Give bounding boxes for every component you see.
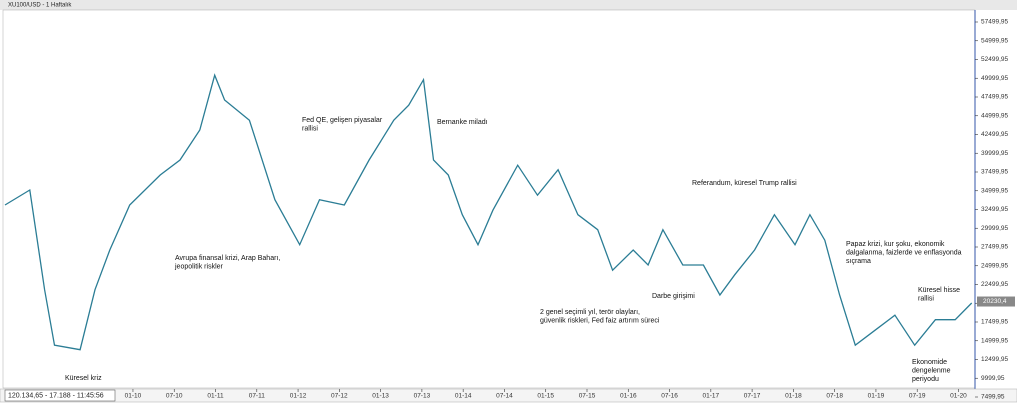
annotation-line: Bernanke miladı: [437, 119, 488, 126]
x-tick-label: 01-12: [290, 393, 307, 400]
y-tick-label: 49999,95: [981, 75, 1008, 82]
annotation: Ekonomide dengelenme periyodu: [912, 359, 951, 383]
x-tick-label: 01-19: [868, 393, 885, 400]
chart-title: XU100/USD - 1 Haftalık: [8, 3, 72, 9]
last-price-label: 20230,4: [983, 298, 1007, 305]
x-tick-label: 01-13: [372, 393, 389, 400]
annotation-line: periyodu: [912, 376, 939, 383]
annotation-line: Küresel kriz: [65, 375, 102, 382]
x-tick-label: 01-10: [125, 393, 142, 400]
y-tick-label: 22499,95: [981, 281, 1008, 288]
x-tick-label: 07-10: [166, 393, 183, 400]
plot-area: [2, 9, 976, 389]
x-tick-label: 01-11: [207, 393, 224, 400]
annotation: Papaz krizi, kur şoku, ekonomik dalgalanm…: [846, 241, 962, 265]
x-tick-label: 07-13: [414, 393, 431, 400]
x-tick-label: 07-16: [661, 393, 678, 400]
annotation-line: güvenlik riskleri, Fed faiz artırım süre…: [540, 317, 660, 324]
x-tick-label: 01-14: [455, 393, 472, 400]
x-tick-label: 01-20: [950, 393, 967, 400]
y-tick-label: 29999,95: [981, 225, 1008, 232]
x-tick-label: 07-14: [496, 393, 513, 400]
x-tick-label: 07-11: [249, 393, 266, 400]
annotation-line: Ekonomide: [912, 359, 947, 366]
y-tick-label: 24999,95: [981, 262, 1008, 269]
y-tick-label: 47499,95: [981, 94, 1008, 101]
y-tick-label: 37499,95: [981, 169, 1008, 176]
x-tick-label: 01-15: [537, 393, 554, 400]
title-bar: [0, 0, 1017, 10]
y-tick-label: 52499,95: [981, 56, 1008, 63]
y-tick-label: 54999,95: [981, 37, 1008, 44]
annotation: Küresel kriz: [65, 375, 102, 382]
annotation-line: dengelenme: [912, 367, 951, 374]
x-tick-label: 07-18: [826, 393, 843, 400]
x-axis-bar: [0, 388, 1017, 403]
annotation-line: 2 genel seçimli yıl, terör olayları,: [540, 309, 640, 316]
y-tick-label: 7499,95: [981, 394, 1005, 401]
price-line: [4, 73, 973, 351]
annotation-line: Fed QE, gelişen piyasalar: [302, 117, 383, 124]
annotation-line: rallisi: [302, 125, 318, 132]
annotation-line: sıçrama: [846, 258, 871, 265]
y-tick-label: 14999,95: [981, 337, 1008, 344]
y-tick-label: 17499,95: [981, 319, 1008, 326]
x-tick-label: 01-16: [620, 393, 637, 400]
y-tick-label: 39999,95: [981, 150, 1008, 157]
annotation-line: jeopolitik riskler: [174, 263, 224, 270]
y-tick-label: 34999,95: [981, 187, 1008, 194]
annotation-line: Avrupa finansal krizi, Arap Baharı,: [175, 255, 280, 262]
annotation-line: dalgalanma, faizlerde ve enflasyonda: [846, 249, 962, 256]
y-tick-label: 9999,95: [981, 375, 1005, 382]
x-tick-label: 01-17: [703, 393, 720, 400]
annotation-line: Darbe girişimi: [652, 293, 695, 300]
x-tick-label: 07-19: [909, 393, 926, 400]
annotation: Darbe girişimi: [652, 293, 695, 300]
annotation: Bernanke miladı: [437, 119, 488, 126]
annotation: Küresel hisse rallisi: [918, 287, 960, 303]
annotation-line: Küresel hisse: [918, 287, 960, 294]
annotation: Fed QE, gelişen piyasalar rallisi: [302, 117, 383, 133]
annotation-line: Referandum, küresel Trump rallisi: [692, 180, 797, 187]
y-tick-label: 27499,95: [981, 244, 1008, 251]
x-tick-label: 01-18: [785, 393, 802, 400]
info-box: [4, 389, 116, 402]
info-text: 120.134,65 - 17.188 - 11:45:56: [8, 392, 104, 399]
annotation: 2 genel seçimli yıl, terör olayları, güve…: [540, 309, 660, 325]
y-tick-label: 42499,95: [981, 131, 1008, 138]
y-tick-label: 57499,95: [981, 19, 1008, 26]
annotation: Avrupa finansal krizi, Arap Baharı, jeopo…: [174, 255, 280, 271]
y-tick-label: 32499,95: [981, 206, 1008, 213]
y-tick-label: 44999,95: [981, 112, 1008, 119]
x-tick-label: 07-17: [744, 393, 761, 400]
annotation-line: rallisi: [918, 295, 934, 302]
x-tick-label: 07-12: [331, 393, 348, 400]
last-price-box: [977, 296, 1015, 307]
annotation: Referandum, küresel Trump rallisi: [692, 180, 797, 187]
y-tick-label: 12499,95: [981, 356, 1008, 363]
x-tick-label: 07-15: [579, 393, 596, 400]
annotation-line: Papaz krizi, kur şoku, ekonomik: [846, 241, 945, 248]
